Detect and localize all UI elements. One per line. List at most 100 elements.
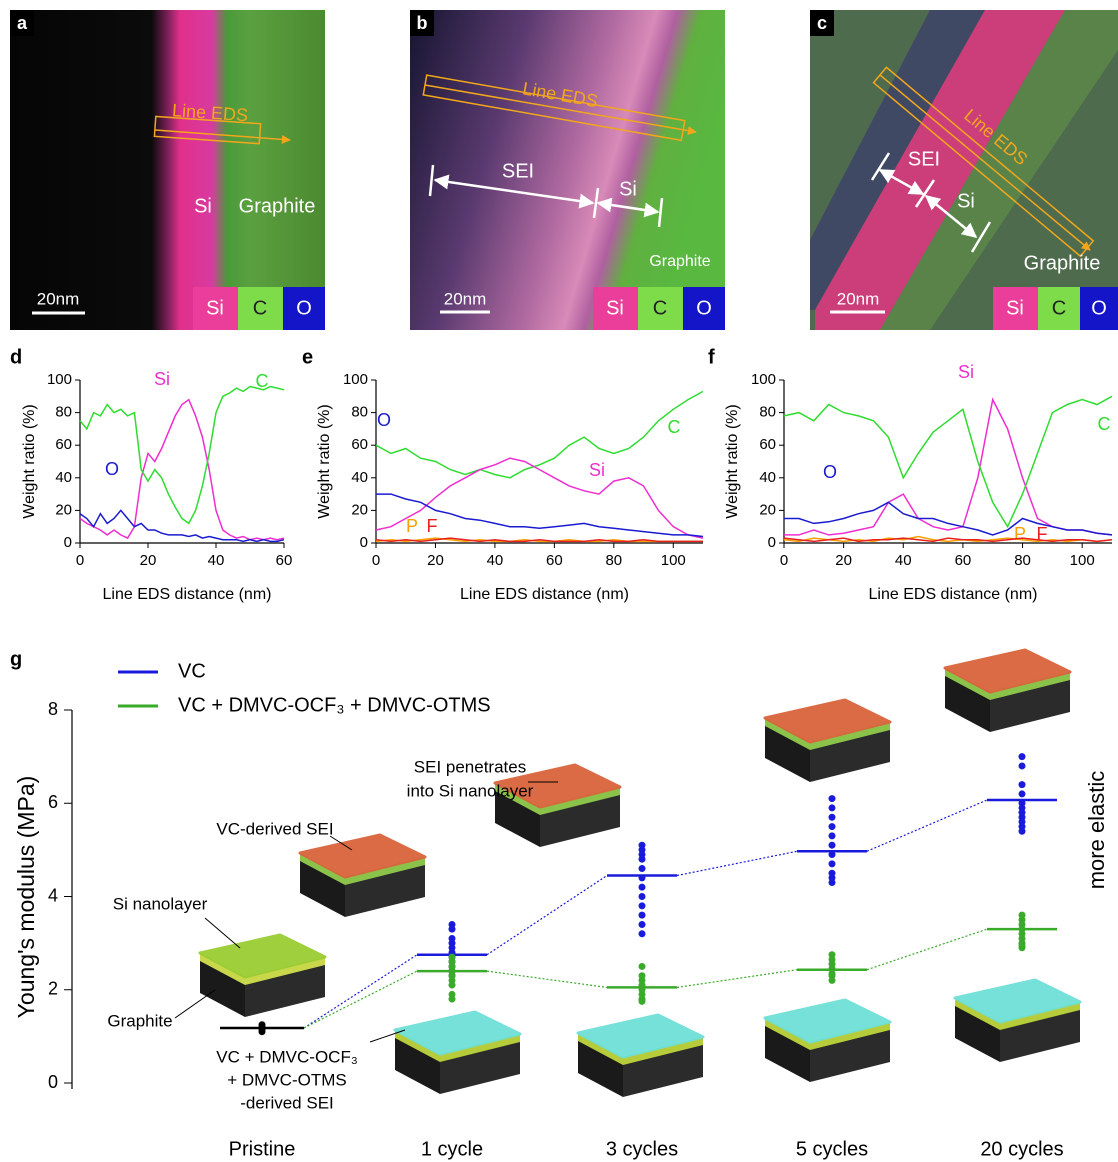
x-tick-label: 60: [955, 552, 972, 569]
panel-letter: c: [817, 13, 827, 33]
data-point: [259, 1028, 266, 1035]
y-tick-label: 20: [351, 501, 368, 518]
x-tick-label: Pristine: [229, 1138, 296, 1160]
data-point: [639, 865, 646, 872]
si-label: Si: [194, 195, 212, 217]
y-tick-label: 80: [759, 404, 776, 421]
data-point: [639, 963, 646, 970]
connector: [867, 929, 987, 970]
panel-letter: d: [10, 346, 22, 368]
series-label: F: [1037, 524, 1048, 544]
data-point: [1019, 828, 1026, 835]
legend-label: C: [653, 297, 667, 319]
side-label: more elastic: [1084, 771, 1109, 890]
series-label: O: [377, 410, 391, 430]
panel-a: a Line EDS Si Graphite 20nm Si C O: [10, 10, 325, 330]
panel-letter: g: [10, 648, 22, 670]
y-tick-label: 100: [343, 371, 368, 388]
connector: [677, 970, 797, 988]
x-axis-label: Line EDS distance (nm): [103, 586, 272, 603]
series-label: O: [823, 462, 837, 482]
series-label: C: [256, 371, 269, 391]
x-tick-label: 60: [276, 552, 293, 569]
legend-label: VC + DMVC-OCF₃ + DMVC-OTMS: [178, 694, 491, 716]
micrograph: [10, 10, 325, 330]
panel-c: c Line EDS SEI Si Graphite 20nm Si C O: [810, 10, 1118, 330]
data-point: [449, 926, 456, 933]
y-tick-label: 60: [351, 436, 368, 453]
si-label: Si: [957, 190, 975, 212]
data-point: [639, 912, 646, 919]
y-tick-label: 80: [351, 404, 368, 421]
panel-b: b Line EDS SEI Si Graphite 20nm Si C O: [410, 10, 725, 330]
x-tick-label: 20 cycles: [980, 1138, 1063, 1160]
y-tick-label: 60: [55, 436, 72, 453]
data-point: [639, 930, 646, 937]
x-axis-label: Line EDS distance (nm): [460, 586, 629, 603]
x-tick-label: 40: [895, 552, 912, 569]
x-tick-label: 20: [835, 552, 852, 569]
series-line: [376, 494, 703, 536]
data-point: [829, 804, 836, 811]
x-tick-label: 3 cycles: [606, 1138, 678, 1160]
graphite-label: Graphite: [239, 195, 316, 217]
series-label: P: [1014, 524, 1026, 544]
legend-label: O: [296, 297, 312, 319]
y-tick-label: 100: [47, 371, 72, 388]
annotation: VC + DMVC-OCF₃: [216, 1047, 358, 1066]
annotation: -derived SEI: [240, 1093, 334, 1112]
x-tick-label: 80: [1014, 552, 1031, 569]
legend-label: Si: [1006, 297, 1024, 319]
annotation: into Si nanolayer: [407, 781, 534, 800]
x-axis-label: Line EDS distance (nm): [869, 586, 1038, 603]
legend-label: Si: [206, 297, 224, 319]
series-label: Si: [154, 369, 170, 389]
legend-label: C: [253, 297, 267, 319]
legend-label: Si: [606, 297, 624, 319]
x-tick-label: 20: [140, 552, 157, 569]
graphite-label: Graphite: [649, 253, 710, 270]
data-point: [639, 893, 646, 900]
data-point: [1019, 944, 1026, 951]
annotation: Graphite: [107, 1011, 172, 1030]
y-tick-label: 6: [48, 792, 58, 812]
data-point: [1019, 753, 1026, 760]
y-tick-label: 8: [48, 699, 58, 719]
data-point: [829, 860, 836, 867]
data-point: [829, 879, 836, 886]
y-tick-label: 40: [351, 469, 368, 486]
series-label: Si: [958, 362, 974, 382]
scale-label: 20nm: [837, 289, 880, 308]
y-tick-label: 0: [48, 1072, 58, 1092]
series-label: O: [105, 459, 119, 479]
panel-letter: b: [417, 13, 428, 33]
y-tick-label: 40: [55, 469, 72, 486]
micrograph: [410, 10, 725, 330]
x-tick-label: 80: [605, 552, 622, 569]
series-label: P: [406, 516, 418, 536]
y-axis-label: Weight ratio (%): [724, 404, 741, 518]
data-point: [829, 832, 836, 839]
series-label: F: [427, 516, 438, 536]
sei-label: SEI: [502, 160, 534, 182]
x-tick-label: 100: [661, 552, 686, 569]
data-point: [639, 998, 646, 1005]
data-point: [1019, 781, 1026, 788]
data-point: [829, 814, 836, 821]
leader: [175, 990, 215, 1018]
x-tick-label: 5 cycles: [796, 1138, 868, 1160]
series-line: [80, 387, 284, 524]
y-tick-label: 80: [55, 404, 72, 421]
x-tick-label: 60: [546, 552, 563, 569]
series-label: C: [668, 417, 681, 437]
series-label: Si: [589, 460, 605, 480]
x-tick-label: 0: [780, 552, 788, 569]
y-axis-label: Weight ratio (%): [316, 404, 333, 518]
legend-label: C: [1052, 297, 1066, 319]
leader: [205, 918, 240, 948]
x-tick-label: 40: [208, 552, 225, 569]
data-point: [1019, 762, 1026, 769]
annotation: + DMVC-OTMS: [227, 1070, 346, 1089]
series-line: [376, 458, 703, 538]
graphite-label: Graphite: [1024, 252, 1101, 274]
